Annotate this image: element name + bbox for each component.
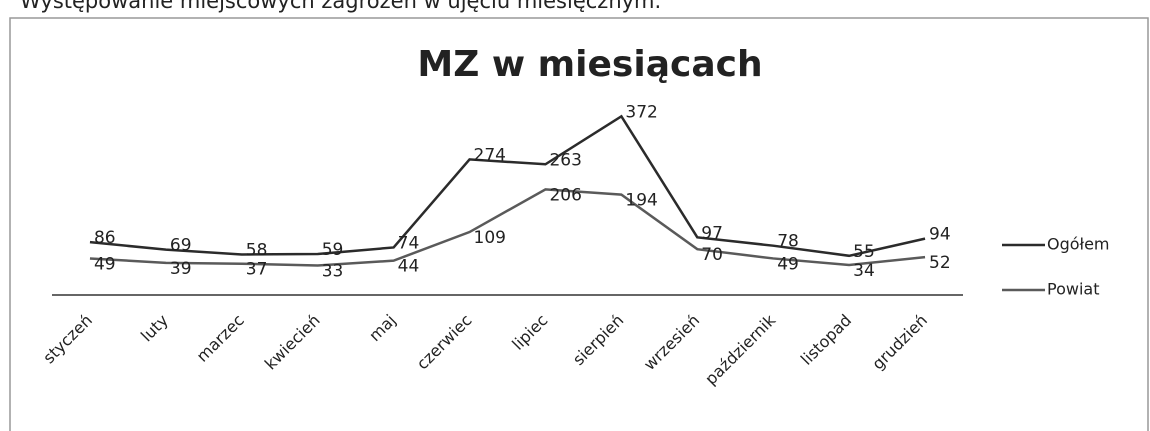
data-label: 39 xyxy=(170,259,192,279)
data-label: 59 xyxy=(322,240,344,260)
data-label: 263 xyxy=(549,150,581,170)
series-line xyxy=(89,114,926,258)
data-label: 86 xyxy=(94,228,116,248)
x-tick-label: marzec xyxy=(193,311,248,366)
x-tick-label: sierpień xyxy=(569,311,628,370)
data-label: 55 xyxy=(853,242,875,262)
x-tick-label: kwiecień xyxy=(261,311,324,374)
data-label: 74 xyxy=(398,233,420,253)
data-label: 78 xyxy=(777,232,799,252)
chart-title: MZ w miesiącach xyxy=(417,44,762,85)
data-label: 206 xyxy=(549,185,581,205)
data-label: 194 xyxy=(625,191,657,211)
x-tick-label: luty xyxy=(137,311,172,346)
data-label: 70 xyxy=(701,245,723,265)
data-label: 49 xyxy=(94,254,116,274)
x-tick-label: lipiec xyxy=(508,311,551,354)
data-label: 58 xyxy=(246,240,268,260)
data-label: 34 xyxy=(853,261,875,281)
x-tick-label: październik xyxy=(701,310,780,389)
x-tick-label: wrzesień xyxy=(640,311,703,374)
x-tick-label: styczeń xyxy=(39,311,96,368)
data-label: 97 xyxy=(701,223,723,243)
data-label: 49 xyxy=(777,254,799,274)
data-label: 372 xyxy=(625,102,657,122)
x-tick-label: czerwiec xyxy=(413,311,476,374)
data-label: 52 xyxy=(929,253,951,273)
x-tick-label: listopad xyxy=(797,311,855,369)
data-label: 274 xyxy=(474,145,506,165)
data-label: 109 xyxy=(474,228,506,248)
data-label: 44 xyxy=(398,257,420,277)
data-label: 94 xyxy=(929,225,951,245)
page-heading: Występowanie miejscowych zagrożeń w ujęc… xyxy=(20,0,661,13)
data-label: 33 xyxy=(322,261,344,281)
x-tick-label: grudzień xyxy=(868,311,931,374)
data-label: 37 xyxy=(246,260,268,280)
legend-label: Powiat xyxy=(1047,280,1099,299)
series-line xyxy=(89,188,926,267)
chart-frame xyxy=(9,17,1149,431)
x-tick-label: maj xyxy=(365,311,400,346)
legend-label: Ogółem xyxy=(1047,235,1110,254)
data-label: 69 xyxy=(170,236,192,256)
